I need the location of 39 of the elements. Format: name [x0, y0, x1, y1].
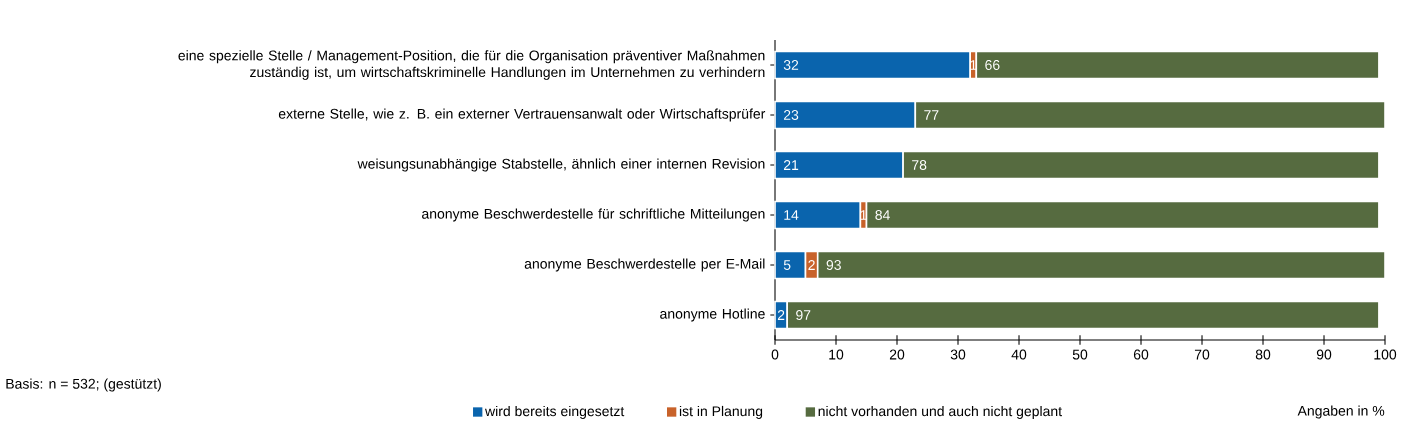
data-label: 1 — [970, 60, 977, 70]
x-tick-label: 60 — [1133, 349, 1149, 360]
data-label: 5 — [783, 260, 791, 270]
y-tick-label: anonyme Hotline — [660, 308, 765, 322]
x-tick-label: 20 — [889, 349, 905, 360]
data-label: 77 — [924, 110, 939, 120]
data-label: 84 — [875, 210, 890, 220]
x-tick-label: 0 — [771, 349, 779, 360]
data-label: 93 — [826, 260, 841, 270]
y-tick-label: externe Stelle, wie z. B. ein externer Vertrauensanwalt oder Wirtschaftsprüfer — [278, 108, 766, 122]
data-label: 23 — [783, 110, 799, 120]
bar — [774, 50, 972, 80]
data-label: 78 — [912, 160, 927, 170]
x-tick-label: 50 — [1072, 349, 1088, 360]
legend-label: ist in Planung — [679, 405, 763, 419]
data-label: 2 — [808, 260, 815, 270]
x-tick-label: 90 — [1316, 349, 1332, 360]
data-label: 14 — [784, 210, 799, 220]
bar — [774, 200, 862, 230]
data-label: 1 — [860, 210, 867, 220]
data-label: 32 — [783, 60, 799, 70]
x-tick-label: 70 — [1194, 349, 1210, 360]
y-tick-label: anonyme Beschwerdestelle per E-Mail — [524, 258, 765, 272]
x-tick-label: 40 — [1011, 349, 1027, 360]
y-tick-label: weisungsunabhängige Stabstelle, ähnlich einer internen Revision — [357, 158, 765, 172]
legend-label: wird bereits eingesetzt — [485, 405, 625, 419]
y-tick-label: anonyme Beschwerdestelle für schriftliche Mitteilungen — [422, 208, 765, 222]
x-tick-label: 10 — [829, 349, 844, 360]
legend-label: nicht vorhanden und auch nicht geplant — [818, 405, 1062, 419]
y-tick-label: eine spezielle Stelle / Management-Position, die für die Organisation präventiver Maßnahmen zuständig ist, um wirtschaftskriminelle Handlungen im Unternehmen zu verhindern — [178, 50, 765, 80]
data-label: 2 — [777, 310, 785, 320]
data-label: 66 — [985, 60, 1000, 70]
x-tick-label: 100 — [1374, 349, 1397, 360]
data-label: 97 — [796, 310, 811, 320]
x-tick-label: 30 — [950, 349, 966, 360]
text: Angaben in % — [1297, 405, 1385, 419]
text: Basis: n = 532; (gestützt) — [6, 378, 161, 392]
x-tick-label: 80 — [1255, 349, 1271, 360]
data-label: 21 — [783, 160, 799, 170]
